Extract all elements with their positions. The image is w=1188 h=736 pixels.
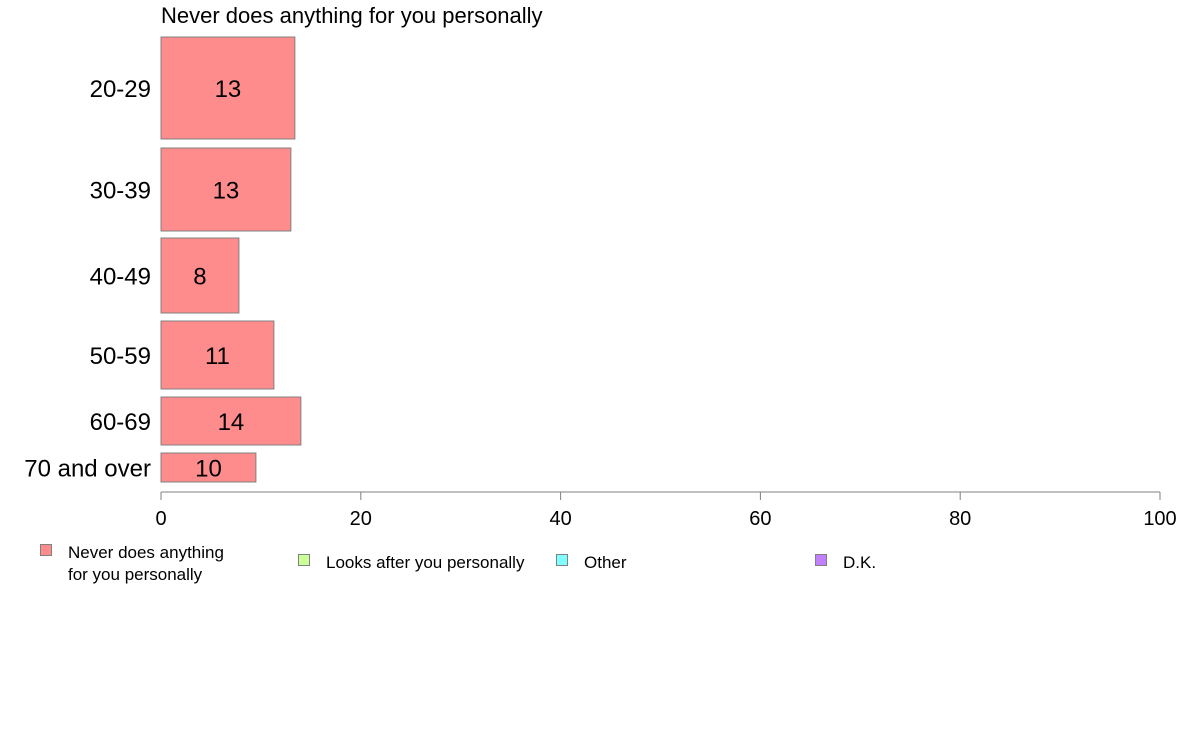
category-label: 60-69 xyxy=(90,409,151,436)
bar-70-and-over xyxy=(160,452,257,483)
bar-60-69 xyxy=(160,396,302,446)
x-axis: 0 20 40 60 80 100 xyxy=(155,491,1177,530)
bar-value-label: 11 xyxy=(205,343,230,370)
bar-50-59 xyxy=(160,320,275,390)
legend-item-never: Never does anything for you personally xyxy=(40,542,224,586)
x-tick-label: 80 xyxy=(949,508,971,530)
bars: 13 20-29 13 30-39 8 40-49 11 50-59 14 60-69 10 70 a… xyxy=(24,36,302,483)
bar-40-49 xyxy=(160,237,240,314)
x-tick-label: 20 xyxy=(350,508,372,530)
x-tick-label: 60 xyxy=(749,508,771,530)
legend-item-dk: D.K. xyxy=(815,552,876,574)
legend-item-other: Other xyxy=(556,552,627,574)
bar-20-29 xyxy=(160,36,296,140)
legend-swatch-dk xyxy=(815,554,827,566)
x-tick-label: 40 xyxy=(549,508,571,530)
bar-30-39 xyxy=(160,147,292,232)
legend: Never does anything for you personally L… xyxy=(0,542,1188,592)
legend-label-looks-after: Looks after you personally xyxy=(326,553,525,572)
legend-item-looks-after: Looks after you personally xyxy=(298,552,524,574)
legend-label-other: Other xyxy=(584,553,627,572)
legend-swatch-never xyxy=(40,544,52,556)
bar-value-label: 14 xyxy=(218,409,245,436)
bar-value-label: 13 xyxy=(213,178,240,205)
category-label: 30-39 xyxy=(90,178,151,205)
category-label: 50-59 xyxy=(90,343,151,370)
category-label: 70 and over xyxy=(24,456,151,483)
legend-swatch-other xyxy=(556,554,568,566)
category-label: 20-29 xyxy=(90,76,151,103)
category-label: 40-49 xyxy=(90,264,151,291)
x-tick-label: 100 xyxy=(1143,508,1176,530)
legend-label-dk: D.K. xyxy=(843,553,877,572)
chart-title: Never does anything for you personally xyxy=(161,3,543,28)
bar-value-label: 13 xyxy=(215,76,242,103)
x-tick-label: 0 xyxy=(155,508,166,530)
bar-value-label: 10 xyxy=(195,456,222,483)
legend-label-never: Never does anything for you personally xyxy=(68,543,224,584)
bar-value-label: 8 xyxy=(193,264,206,291)
legend-swatch-looks-after xyxy=(298,554,310,566)
